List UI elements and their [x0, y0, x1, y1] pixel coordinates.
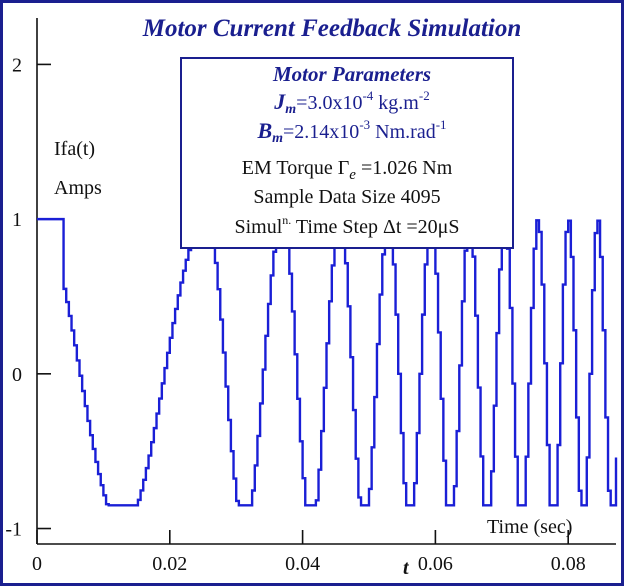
series-group	[37, 217, 618, 507]
jm-line: Jm=3.0x10-4 kg.m-2	[273, 88, 429, 117]
x-tick-label: 0.08	[551, 553, 586, 575]
x-axis-symbol: t	[403, 557, 410, 579]
y-tick-label: -1	[5, 519, 22, 541]
y-tick-label: 1	[12, 209, 22, 231]
parameter-box: Motor Parameters Jm=3.0x10-4 kg.m-2 Bm=2…	[180, 57, 514, 249]
x-tick-label: 0.02	[152, 553, 187, 575]
chart-title: Motor Current Feedback Simulation	[142, 15, 522, 42]
x-tick-label: 0.04	[285, 553, 320, 575]
bm-line: Bm=2.14x10-3 Nm.rad-1	[256, 117, 446, 146]
sample-size-line: Sample Data Size 4095	[253, 186, 440, 208]
series-line	[37, 217, 618, 507]
y-axis-label: Ifa(t)	[54, 138, 95, 160]
parameter-box-border	[180, 57, 514, 249]
parameter-heading: Motor Parameters	[272, 62, 431, 86]
axes: -1 0 1 2 0 0.02 0.04 0.06 0.08	[5, 18, 616, 575]
y-tick-label: 2	[12, 54, 22, 76]
torque-line: EM Torque Γe =1.026 Nm	[242, 157, 453, 183]
time-step-line: Simuln. Time Step Δt =20μS	[234, 213, 459, 238]
y-tick-label: 0	[12, 364, 22, 386]
x-tick-label: 0.06	[418, 553, 453, 575]
x-tick-label: 0	[32, 553, 42, 575]
x-axis-label: Time (sec)	[487, 516, 572, 538]
y-axis-unit: Amps	[54, 177, 102, 199]
